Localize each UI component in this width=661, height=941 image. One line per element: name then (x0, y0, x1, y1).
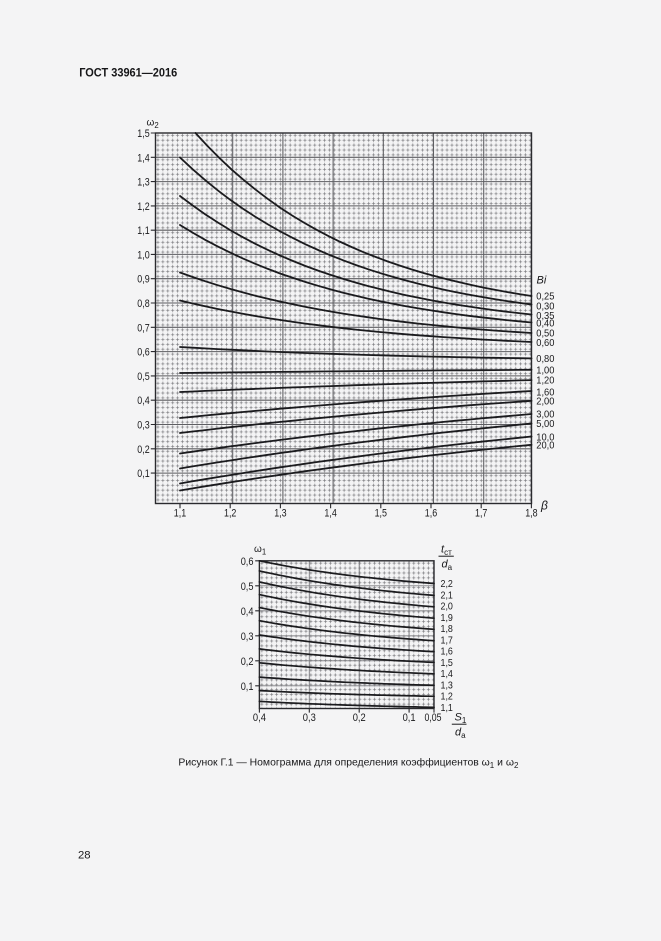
svg-text:0,8: 0,8 (137, 298, 149, 310)
svg-text:β: β (540, 499, 548, 513)
svg-text:1,8: 1,8 (525, 508, 537, 520)
svg-text:0,80: 0,80 (536, 354, 554, 365)
svg-text:Рисунок Г.1 — Номограмма для о: Рисунок Г.1 — Номограмма для определения… (178, 757, 519, 770)
svg-text:1,1: 1,1 (441, 703, 454, 714)
svg-text:0,4: 0,4 (241, 606, 254, 618)
svg-text:0,35: 0,35 (536, 311, 554, 322)
svg-text:0,5: 0,5 (241, 581, 254, 593)
svg-text:0,50: 0,50 (536, 329, 554, 340)
svg-text:0,1: 0,1 (137, 468, 149, 480)
svg-text:1,5: 1,5 (137, 128, 149, 140)
svg-text:tст: tст (441, 544, 452, 558)
svg-text:1,4: 1,4 (137, 152, 149, 164)
svg-text:1,7: 1,7 (441, 635, 454, 646)
svg-text:1,4: 1,4 (441, 669, 454, 680)
svg-text:1,0: 1,0 (137, 249, 149, 261)
svg-text:0,30: 0,30 (536, 302, 554, 313)
svg-text:2,00: 2,00 (536, 396, 554, 407)
svg-text:1,6: 1,6 (441, 647, 454, 658)
svg-text:1,2: 1,2 (441, 692, 454, 703)
svg-text:0,4: 0,4 (137, 395, 149, 407)
svg-text:1,3: 1,3 (274, 508, 286, 520)
svg-text:1,7: 1,7 (475, 508, 487, 520)
svg-text:0,40: 0,40 (536, 319, 554, 330)
svg-text:0,9: 0,9 (137, 274, 149, 286)
svg-text:0,1: 0,1 (241, 681, 254, 693)
svg-text:1,2: 1,2 (137, 201, 149, 213)
svg-text:2,1: 2,1 (441, 590, 454, 601)
svg-text:1,6: 1,6 (425, 508, 437, 520)
svg-text:20,0: 20,0 (536, 440, 554, 451)
svg-text:dа: dа (455, 727, 466, 741)
svg-text:0,1: 0,1 (403, 712, 416, 724)
svg-text:0,2: 0,2 (241, 656, 254, 668)
svg-text:0,3: 0,3 (303, 712, 316, 724)
svg-text:1,8: 1,8 (441, 624, 454, 635)
svg-text:1,60: 1,60 (536, 388, 554, 399)
svg-text:0,4: 0,4 (253, 712, 266, 724)
svg-text:ω1: ω1 (254, 544, 266, 556)
svg-text:0,3: 0,3 (241, 631, 254, 643)
svg-text:1,1: 1,1 (174, 508, 186, 520)
svg-text:0,6: 0,6 (241, 556, 254, 568)
svg-text:0,05: 0,05 (425, 712, 442, 724)
svg-text:28: 28 (78, 850, 91, 862)
svg-text:0,3: 0,3 (137, 420, 149, 432)
svg-text:2,2: 2,2 (441, 579, 454, 590)
svg-text:0,2: 0,2 (137, 444, 149, 456)
svg-text:1,1: 1,1 (137, 225, 149, 237)
svg-text:1,20: 1,20 (536, 376, 554, 387)
svg-text:ω2: ω2 (147, 118, 159, 130)
svg-text:1,4: 1,4 (324, 508, 336, 520)
svg-text:10,0: 10,0 (536, 432, 554, 443)
svg-text:1,3: 1,3 (441, 680, 454, 691)
svg-text:0,2: 0,2 (353, 712, 366, 724)
svg-text:ГОСТ 33961—2016: ГОСТ 33961—2016 (79, 66, 177, 80)
svg-text:dа: dа (442, 559, 453, 573)
svg-text:Bi: Bi (537, 275, 547, 287)
svg-text:1,3: 1,3 (137, 177, 149, 189)
svg-text:2,0: 2,0 (441, 602, 454, 613)
svg-text:0,25: 0,25 (536, 291, 554, 302)
svg-text:0,60: 0,60 (536, 338, 554, 349)
svg-text:1,9: 1,9 (441, 613, 454, 624)
svg-text:1,5: 1,5 (375, 508, 387, 520)
svg-text:1,5: 1,5 (441, 658, 454, 669)
svg-text:1,00: 1,00 (536, 365, 554, 376)
svg-text:3,00: 3,00 (536, 410, 554, 421)
svg-text:5,00: 5,00 (536, 419, 554, 430)
svg-text:0,7: 0,7 (137, 322, 149, 334)
svg-text:0,6: 0,6 (137, 347, 149, 359)
svg-text:0,5: 0,5 (137, 371, 149, 383)
svg-text:1,2: 1,2 (224, 508, 236, 520)
